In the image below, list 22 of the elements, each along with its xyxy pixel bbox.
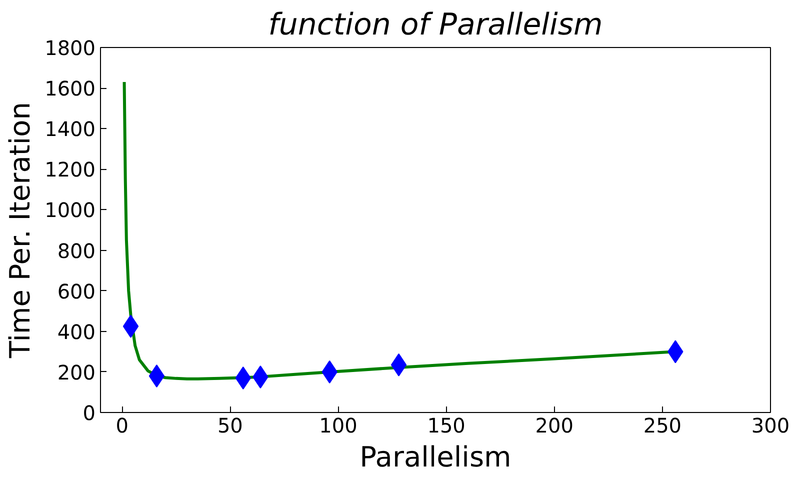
x-tick-label: 100 [319,414,358,438]
x-tick-label: 0 [116,414,128,438]
x-tick-label: 300 [751,414,790,438]
x-tick-label: 250 [643,414,682,438]
point [122,314,139,338]
y-tick-label: 200 [57,360,96,384]
y-tick-label: 800 [57,238,96,263]
y-tick-label: 1600 [44,76,96,101]
y-tick-label: 1000 [44,198,96,222]
x-tick-label: 150 [427,414,466,438]
x-tick-label: 50 [217,414,243,438]
x-tick-label: 200 [535,414,574,438]
x-axis-title: Parallelism [360,440,512,474]
chart-title: function of Parallelism [268,8,603,42]
point [148,364,165,388]
y-tick-label: 1400 [44,117,96,142]
y-tick-label: 400 [57,320,96,344]
y-tick-label: 600 [57,279,96,304]
y-tick-label: 1800 [44,36,96,60]
point [390,353,407,376]
y-tick-label: 1200 [44,158,96,182]
y-axis-title: Time Per. Iteration [4,102,37,360]
